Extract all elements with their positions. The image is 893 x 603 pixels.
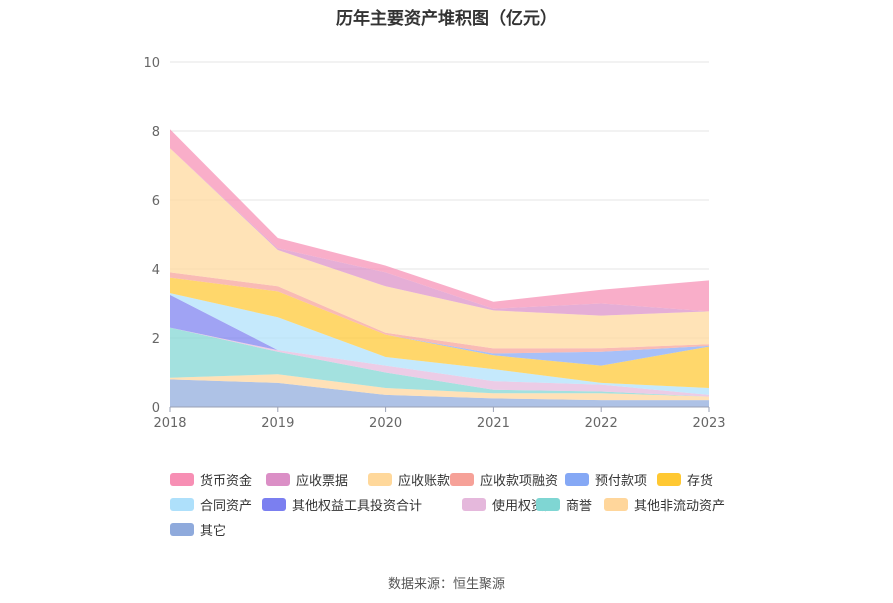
legend-item[interactable]: 应收账款 bbox=[368, 470, 451, 489]
chart-title: 历年主要资产堆积图（亿元） bbox=[336, 9, 557, 29]
legend-item[interactable]: 应收款项融资 bbox=[450, 470, 559, 489]
legend-item[interactable]: 其它 bbox=[170, 520, 227, 539]
area-series-其他非流动资产[interactable] bbox=[170, 374, 709, 401]
x-tick-label: 2022 bbox=[585, 416, 618, 431]
legend-swatch bbox=[266, 472, 290, 486]
source-note: 数据来源：恒生聚源 bbox=[387, 577, 505, 592]
legend-swatch bbox=[170, 472, 194, 486]
legend-label: 其它 bbox=[200, 523, 227, 539]
legend-swatch bbox=[536, 497, 560, 511]
y-tick-label: 10 bbox=[143, 56, 160, 71]
legend-item[interactable]: 货币资金 bbox=[170, 470, 253, 489]
y-tick-label: 8 bbox=[152, 125, 160, 140]
legend-swatch bbox=[170, 497, 194, 511]
y-tick-label: 4 bbox=[152, 263, 160, 278]
legend-label: 其他非流动资产 bbox=[634, 498, 726, 514]
legend-label: 合同资产 bbox=[200, 498, 253, 514]
area-series-合同资产[interactable] bbox=[170, 293, 709, 395]
legend-item[interactable]: 预付款项 bbox=[565, 470, 648, 489]
axes: 0 2 4 6 8 10 2018 2019 2020 2021 2022 2023 bbox=[143, 56, 725, 431]
legend-label: 货币资金 bbox=[200, 473, 253, 489]
area-series-商誉[interactable] bbox=[170, 327, 709, 397]
legend-swatch bbox=[604, 497, 628, 511]
legend-label: 应收账款 bbox=[398, 473, 451, 489]
legend-label: 存货 bbox=[687, 473, 714, 489]
y-tick-label: 6 bbox=[152, 194, 160, 209]
legend-item[interactable]: 应收票据 bbox=[266, 470, 349, 489]
legend-label: 商誉 bbox=[566, 498, 593, 514]
legend-item[interactable]: 商誉 bbox=[536, 495, 593, 514]
legend-label: 应收款项融资 bbox=[480, 473, 559, 489]
area-series-存货[interactable] bbox=[170, 277, 709, 388]
legend-label: 其他权益工具投资合计 bbox=[292, 498, 423, 514]
legend-item[interactable]: 存货 bbox=[657, 470, 714, 489]
y-tick-label: 2 bbox=[152, 332, 160, 347]
x-tick-label: 2019 bbox=[261, 416, 294, 431]
legend-item[interactable]: 合同资产 bbox=[170, 495, 253, 514]
legend-swatch bbox=[462, 497, 486, 511]
legend-swatch bbox=[170, 522, 194, 536]
legend-swatch bbox=[368, 472, 392, 486]
area-series-应收款项融资[interactable] bbox=[170, 272, 709, 354]
legend-item[interactable]: 其他非流动资产 bbox=[604, 495, 726, 514]
legend-swatch bbox=[657, 472, 681, 486]
y-tick-label: 0 bbox=[152, 401, 160, 416]
legend-swatch bbox=[565, 472, 589, 486]
area-series-其它[interactable] bbox=[170, 379, 709, 407]
area-series-应收账款[interactable] bbox=[170, 148, 709, 349]
legend-swatch bbox=[262, 497, 286, 511]
x-tick-label: 2023 bbox=[692, 416, 725, 431]
area-series bbox=[170, 129, 709, 407]
x-tick-label: 2020 bbox=[369, 416, 402, 431]
legend-label: 预付款项 bbox=[595, 473, 648, 489]
legend-label: 应收票据 bbox=[296, 473, 349, 489]
legend-item[interactable]: 其他权益工具投资合计 bbox=[262, 495, 423, 514]
x-tick-label: 2021 bbox=[477, 416, 510, 431]
area-series-货币资金[interactable] bbox=[170, 129, 709, 312]
stacked-area-chart: 0 2 4 6 8 10 2018 2019 2020 2021 2022 2023 bbox=[143, 56, 725, 431]
x-tick-label: 2018 bbox=[153, 416, 186, 431]
legend-swatch bbox=[450, 472, 474, 486]
